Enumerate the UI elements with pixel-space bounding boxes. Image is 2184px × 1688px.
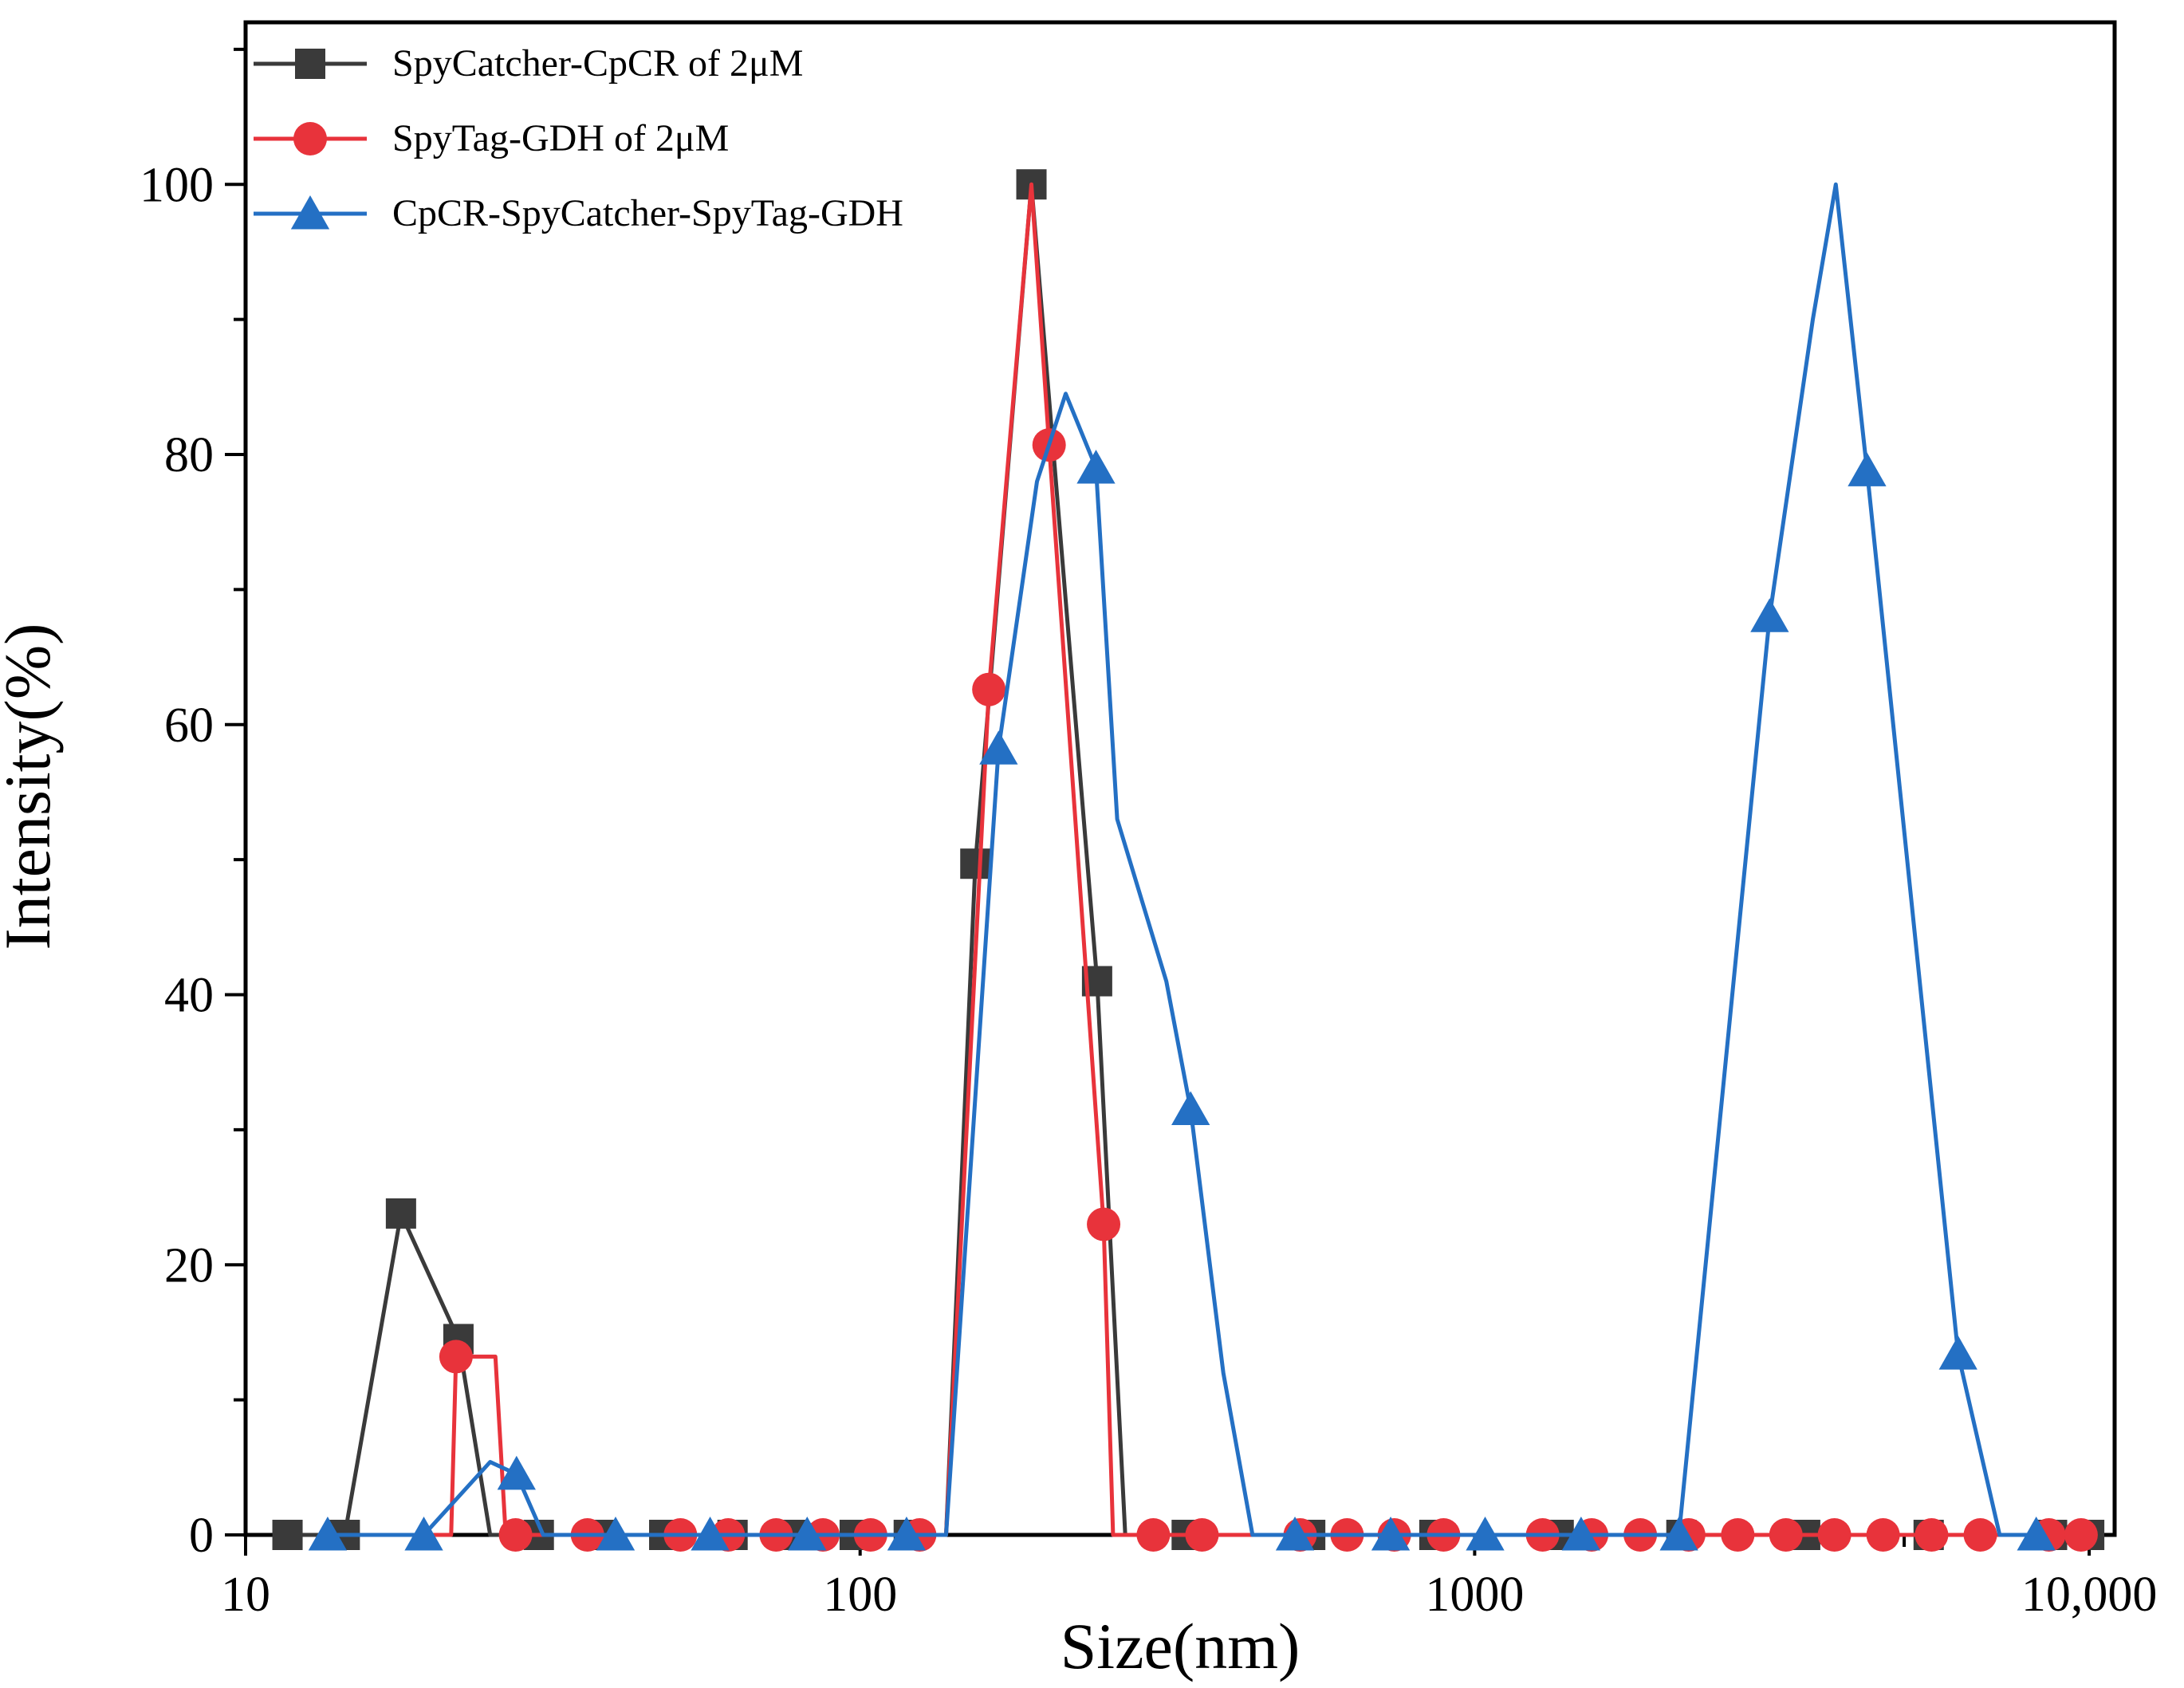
legend-marker [295,49,325,79]
x-tick-label: 100 [823,1568,897,1622]
legend-marker [290,195,330,230]
data-point [272,1520,303,1550]
data-point [1750,598,1789,632]
data-point [1076,449,1116,484]
data-point [404,1517,443,1551]
data-point [1848,452,1887,486]
legend-item: SpyTag-GDH of 2μM [254,117,729,159]
data-point [1914,1518,1949,1552]
data-point [596,1517,636,1551]
y-axis: 0 20 40 60 80 100 [140,47,246,1563]
series-triangle [308,182,2056,1551]
data-point [2017,1517,2056,1551]
y-tick-label: 0 [189,1509,214,1563]
data-point [2064,1518,2098,1552]
data-point [1938,1336,1977,1370]
data-point [1371,1517,1411,1551]
data-point [497,1455,536,1490]
data-point [1866,1518,1900,1552]
y-tick-label: 100 [140,158,214,212]
data-point [788,1517,827,1551]
legend-label: SpyTag-GDH of 2μM [392,117,729,159]
y-axis-title: Intensity(%) [0,624,64,950]
legend-marker [293,122,327,155]
series-line [287,182,2090,1537]
x-tick-label: 10,000 [2021,1568,2158,1622]
data-point [960,848,991,879]
plot-frame [243,20,2117,1537]
data-point [1963,1518,1997,1552]
data-point [1817,1518,1851,1552]
legend-item: SpyCatcher-CpCR of 2μM [254,42,803,85]
data-point [972,672,1006,706]
x-tick-label: 10 [221,1568,270,1622]
data-point [1171,1091,1210,1126]
plot-area [243,20,2117,1537]
legend: SpyCatcher-CpCR of 2μM SpyTag-GDH of 2μM C… [254,42,903,234]
y-tick-label: 60 [164,698,214,753]
data-point [1087,1207,1121,1241]
data-point [1769,1518,1803,1552]
data-point [887,1517,927,1551]
x-axis-title: Size(nm) [1061,1610,1301,1682]
y-tick-label: 20 [164,1238,214,1293]
data-point [385,1198,416,1229]
legend-item: CpCR-SpyCatcher-SpyTag-GDH [254,192,903,234]
x-tick-label: 1000 [1425,1568,1524,1622]
series-layer [272,169,2105,1552]
data-point [1275,1517,1315,1551]
data-point [439,1340,473,1374]
data-point [1721,1518,1755,1552]
data-point [1466,1517,1505,1551]
legend-label: SpyCatcher-CpCR of 2μM [392,42,803,85]
legend-label: CpCR-SpyCatcher-SpyTag-GDH [392,192,903,234]
series-line [414,182,2087,1537]
data-point [1185,1518,1219,1552]
y-tick-label: 80 [164,428,214,482]
y-tick-label: 40 [164,969,214,1023]
data-point [1659,1517,1698,1551]
data-point [691,1517,730,1551]
series-circle [414,182,2098,1552]
data-point [498,1518,533,1552]
series-square [272,169,2105,1550]
data-point [1561,1517,1601,1551]
data-point [1136,1518,1171,1552]
series-line [327,182,2036,1537]
data-point [979,730,1018,765]
data-point [308,1517,348,1551]
